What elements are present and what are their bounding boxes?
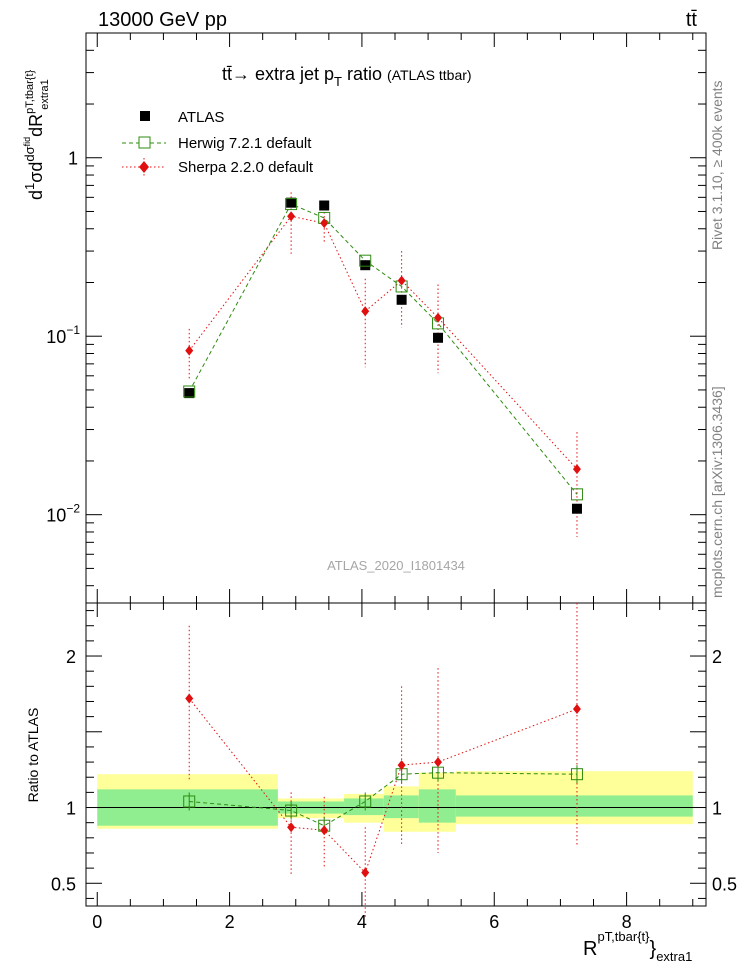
sherpa-point xyxy=(185,345,194,356)
x-tick-label: 6 xyxy=(489,912,499,932)
x-tick-label: 0 xyxy=(92,912,102,932)
ratio-axis-ticks: 0.5 0.5 1 1 2 2 xyxy=(51,610,737,899)
herwig-point xyxy=(359,254,372,267)
legend-atlas-label: ATLAS xyxy=(178,109,224,126)
ratio-sherpa-point xyxy=(361,867,370,878)
main-y-tick-label: 1 xyxy=(68,149,78,169)
herwig-line xyxy=(188,203,578,495)
sherpa-point xyxy=(434,312,443,323)
x-tick-label: 2 xyxy=(225,912,235,932)
main-y-tick-exponent: −2 xyxy=(66,502,80,516)
ratio-sherpa-point xyxy=(434,757,443,768)
sherpa-point xyxy=(572,464,581,475)
ratio-herwig-point xyxy=(359,795,372,808)
main-y-tick-label: 10−2 xyxy=(46,502,80,526)
ratio-y-tick-label-right: 2 xyxy=(712,647,722,667)
main-y-axis-label: d1σddσfiddRpT,tbar{t} extra1 xyxy=(22,69,51,200)
main-series xyxy=(183,192,583,537)
legend-herwig-marker xyxy=(138,136,151,149)
atlas-point xyxy=(184,388,195,399)
sherpa-point xyxy=(361,306,370,317)
ratio-y-tick-label-right: 1 xyxy=(712,799,722,819)
ratio-y-tick-label-right: 0.5 xyxy=(712,874,737,894)
header-right-label: tt̄ xyxy=(686,9,698,31)
legend-atlas-marker xyxy=(140,111,150,121)
ratio-sherpa-point xyxy=(320,825,329,836)
ratio-herwig-point xyxy=(285,804,298,817)
main-y-tick-base: 10 xyxy=(46,506,66,526)
x-axis-label: RpT,tbar{t}}extra1 xyxy=(583,929,692,964)
sherpa-point xyxy=(397,275,406,286)
x-tick-label: 4 xyxy=(357,912,367,932)
main-y-tick-base: 10 xyxy=(46,327,66,347)
sherpa-point xyxy=(320,218,329,229)
main-y-tick-label: 10−1 xyxy=(46,323,80,347)
ratio-plot-frame xyxy=(85,602,707,907)
ratio-sherpa-point xyxy=(397,760,406,771)
legend: ATLAS Herwig 7.2.1 default Sherpa 2.2.0 … xyxy=(122,109,314,176)
ratio-uncertainty-bands xyxy=(97,771,693,832)
ratio-sherpa-point xyxy=(287,822,296,833)
legend-sherpa-label: Sherpa 2.2.0 default xyxy=(178,159,314,176)
main-y-tick-exponent: −1 xyxy=(66,323,80,337)
x-tick-label: 8 xyxy=(622,912,632,932)
atlas-point xyxy=(433,332,444,343)
atlas-point xyxy=(360,260,371,271)
legend-sherpa-marker xyxy=(139,161,149,173)
ratio-y-axis-label: Ratio to ATLAS xyxy=(25,708,41,803)
ratio-series xyxy=(183,603,583,919)
herwig-point xyxy=(285,198,298,211)
atlas-point xyxy=(396,294,407,305)
ratio-band-green xyxy=(418,789,456,823)
plot-title: tt̄→ extra jet pT ratio (ATLAS ttbar) xyxy=(222,64,472,89)
mcplots-label: mcplots.cern.ch [arXiv:1306.3436] xyxy=(709,386,725,598)
rivet-label: Rivet 3.1.10, ≥ 400k events xyxy=(709,80,725,250)
herwig-point xyxy=(183,385,196,398)
atlas-point xyxy=(286,197,297,208)
atlas-point xyxy=(319,200,330,211)
x-axis-ticks: 0 2 4 6 8 xyxy=(92,33,694,932)
header-left-label: 13000 GeV pp xyxy=(98,9,227,31)
ratio-sherpa-point xyxy=(185,693,194,704)
atlas-point xyxy=(571,503,582,514)
ratio-y-tick-label-left: 2 xyxy=(66,647,76,667)
ratio-herwig-point xyxy=(570,768,583,781)
ratio-herwig-point xyxy=(432,766,445,779)
herwig-point xyxy=(570,488,583,501)
analysis-watermark: ATLAS_2020_I1801434 xyxy=(327,558,465,573)
ratio-herwig-point xyxy=(183,795,196,808)
main-axis-ticks: 10−210−11 xyxy=(46,32,706,587)
ratio-band-green xyxy=(455,795,693,817)
main-y-tick-base: 1 xyxy=(68,149,78,169)
ratio-y-tick-label-left: 1 xyxy=(66,799,76,819)
ratio-y-tick-label-left: 0.5 xyxy=(51,874,76,894)
sherpa-point xyxy=(287,211,296,222)
sherpa-line xyxy=(188,215,578,470)
svg-text:d1σddσfiddRpT,tbar{t}extra1: d1σddσfiddRpT,tbar{t} extra1 xyxy=(22,69,51,200)
legend-herwig-label: Herwig 7.2.1 default xyxy=(178,135,312,152)
ratio-sherpa-point xyxy=(572,704,581,715)
